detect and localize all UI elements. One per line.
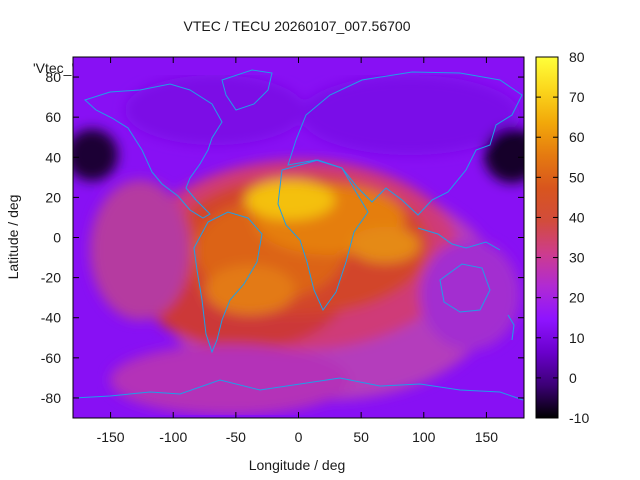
x-tick-label: 50 bbox=[353, 429, 369, 445]
heatmap-cell bbox=[350, 227, 420, 263]
key-label: 'Vtec_' bbox=[33, 60, 74, 76]
colorbar-tick-label: 60 bbox=[569, 129, 585, 145]
coastline-eurasia bbox=[287, 71, 523, 216]
heatmap-cell bbox=[73, 129, 118, 181]
colorbar-tick-label: -10 bbox=[569, 410, 589, 426]
y-axis: -80 -60 -40 -20 0 20 40 60 80 bbox=[41, 69, 524, 406]
colorbar-tick-label: 80 bbox=[569, 49, 585, 65]
coastlines bbox=[73, 69, 524, 401]
colorbar-tick-label: 0 bbox=[569, 370, 577, 386]
y-tick-label: 0 bbox=[53, 230, 61, 246]
y-tick-label: -40 bbox=[41, 310, 61, 326]
x-tick-label: -50 bbox=[226, 429, 246, 445]
y-tick-label: 60 bbox=[45, 109, 61, 125]
colorbar-gradient bbox=[536, 57, 558, 418]
y-tick-label: -20 bbox=[41, 270, 61, 286]
heatmap-cell bbox=[300, 75, 520, 155]
x-tick-label: 150 bbox=[475, 429, 499, 445]
coastline-new-zealand bbox=[507, 314, 515, 341]
y-tick-label: 40 bbox=[45, 149, 61, 165]
colorbar-tick-label: 70 bbox=[569, 89, 585, 105]
x-tick-label: -100 bbox=[159, 429, 187, 445]
colorbar-fill bbox=[536, 57, 558, 418]
x-tick-label: 0 bbox=[295, 429, 303, 445]
coastline-africa bbox=[277, 159, 369, 311]
y-axis-label: Latitude / deg bbox=[5, 195, 21, 280]
chart-title: VTEC / TECU 20260107_007.56700 bbox=[183, 18, 410, 34]
x-tick-label: -150 bbox=[97, 429, 125, 445]
coastline-greenland bbox=[221, 69, 273, 111]
coastline-australia bbox=[439, 263, 491, 313]
colorbar-tick-label: 20 bbox=[569, 290, 585, 306]
coastline-north-america bbox=[84, 83, 223, 219]
x-axis: -150 -100 -50 0 50 100 150 bbox=[97, 57, 499, 445]
colorbar-frame bbox=[535, 56, 559, 419]
colorbar-tick-label: 10 bbox=[569, 330, 585, 346]
vtec-heatmap bbox=[73, 57, 524, 418]
y-tick-label: 20 bbox=[45, 189, 61, 205]
colorbar-ticks: -10 0 10 20 30 40 50 60 70 80 bbox=[536, 49, 589, 426]
coastline-southeast-asia bbox=[417, 227, 501, 251]
coastline-south-america bbox=[193, 211, 263, 354]
colorbar: -10 0 10 20 30 40 50 60 70 80 bbox=[535, 49, 589, 426]
colorbar-tick-label: 30 bbox=[569, 250, 585, 266]
heatmap-cell bbox=[205, 265, 295, 315]
y-tick-label: 80 bbox=[45, 69, 61, 85]
y-tick-label: -80 bbox=[41, 390, 61, 406]
heatmap-cell bbox=[420, 240, 520, 350]
coastline-antarctica bbox=[73, 377, 524, 401]
heatmap-cell bbox=[484, 127, 524, 183]
heatmap-cell bbox=[110, 345, 350, 415]
colorbar-tick-label: 40 bbox=[569, 209, 585, 225]
y-tick-label: -60 bbox=[41, 350, 61, 366]
heatmap-cell bbox=[90, 180, 190, 320]
x-axis-label: Longitude / deg bbox=[249, 457, 346, 473]
colorbar-tick-label: 50 bbox=[569, 169, 585, 185]
heatmap-cell bbox=[245, 180, 335, 220]
x-tick-label: 100 bbox=[412, 429, 436, 445]
